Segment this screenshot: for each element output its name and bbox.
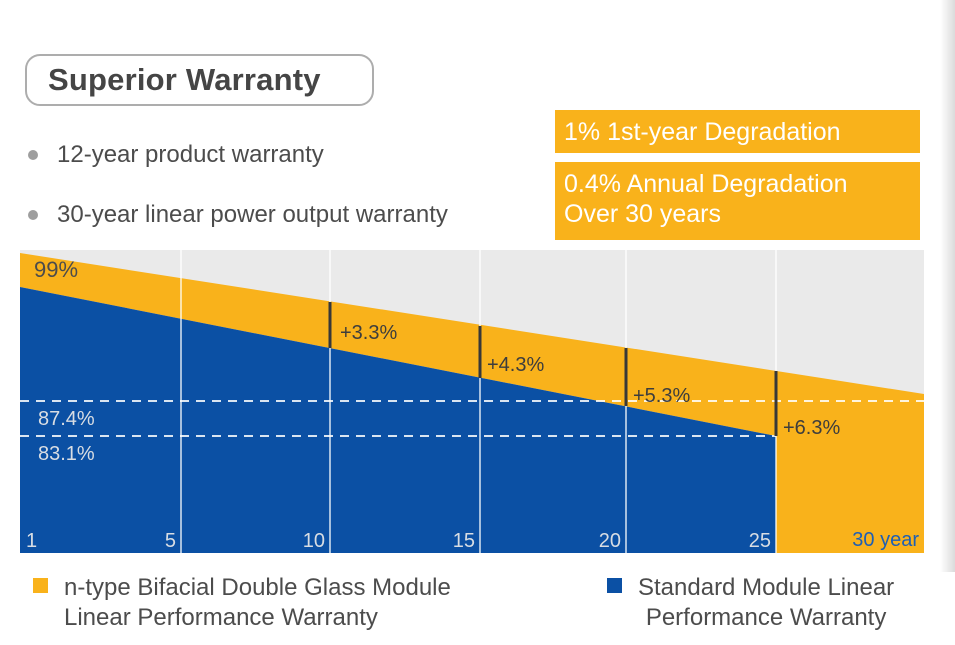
page-title-box: Superior Warranty bbox=[25, 54, 374, 106]
ntype-warranty-area bbox=[20, 253, 924, 553]
ntype-swatch-icon bbox=[33, 578, 48, 593]
legend-line: n-type Bifacial Double Glass Module bbox=[64, 574, 451, 601]
bullet-dot-icon bbox=[28, 150, 38, 160]
start-value-label: 99% bbox=[34, 257, 78, 282]
page-edge-shadow bbox=[940, 0, 955, 572]
legend-line: Performance Warranty bbox=[645, 604, 887, 631]
x-tick-5: 5 bbox=[165, 530, 176, 552]
legend-label: Standard Module Linear Performance Warra… bbox=[638, 573, 894, 633]
bullet-dot-icon bbox=[28, 210, 38, 220]
bullet-text: 12-year product warranty bbox=[57, 141, 324, 168]
warranty-chart: 99%+3.3%+4.3%+5.3%+6.3%87.4%83.1%1 5 10 15 2… bbox=[20, 250, 924, 553]
page-title: Superior Warranty bbox=[48, 62, 321, 97]
warranty-chart-area: 99% +3.3% +4.3% +5.3% +6.3% 87.4% 83.1% 1 5 10 15 2… bbox=[20, 250, 924, 553]
legend-line: Standard Module Linear bbox=[638, 574, 895, 601]
badge-text: 1% 1st-year Degradation bbox=[564, 117, 841, 146]
gap-label-year25: +6.3% bbox=[783, 417, 840, 439]
bullet-product-warranty: 12-year product warranty bbox=[28, 141, 324, 169]
badge-text-line2: Over 30 years bbox=[564, 200, 722, 228]
x-tick-25: 25 bbox=[749, 530, 771, 552]
bullet-power-warranty: 30-year linear power output warranty bbox=[28, 201, 448, 229]
gap-label-year20: +5.3% bbox=[633, 385, 690, 407]
ref-label-87: 87.4% bbox=[38, 408, 95, 430]
standard-warranty-area bbox=[20, 287, 776, 553]
standard-swatch-icon bbox=[607, 578, 622, 593]
gap-label-year10: +3.3% bbox=[340, 322, 397, 344]
badge-annual-degradation: 0.4% Annual Degradation Over 30 years bbox=[555, 162, 920, 240]
badge-first-year-degradation: 1% 1st-year Degradation bbox=[555, 110, 920, 153]
gap-label-year15: +4.3% bbox=[487, 354, 544, 376]
badge-text-line1: 0.4% Annual Degradation bbox=[564, 170, 848, 198]
x-tick-10: 10 bbox=[303, 530, 325, 552]
legend-ntype-module: n-type Bifacial Double Glass Module Line… bbox=[33, 573, 451, 633]
legend-line: Linear Performance Warranty bbox=[64, 604, 378, 631]
bullet-text: 30-year linear power output warranty bbox=[57, 201, 448, 228]
legend-standard-module: Standard Module Linear Performance Warra… bbox=[607, 573, 894, 633]
x-tick-20: 20 bbox=[599, 530, 621, 552]
x-tick-1: 1 bbox=[26, 530, 37, 552]
legend-label: n-type Bifacial Double Glass Module Line… bbox=[64, 573, 451, 633]
ref-label-83: 83.1% bbox=[38, 443, 95, 465]
x-tick-15: 15 bbox=[453, 530, 475, 552]
x-tick-30-year: 30 year bbox=[852, 529, 919, 551]
